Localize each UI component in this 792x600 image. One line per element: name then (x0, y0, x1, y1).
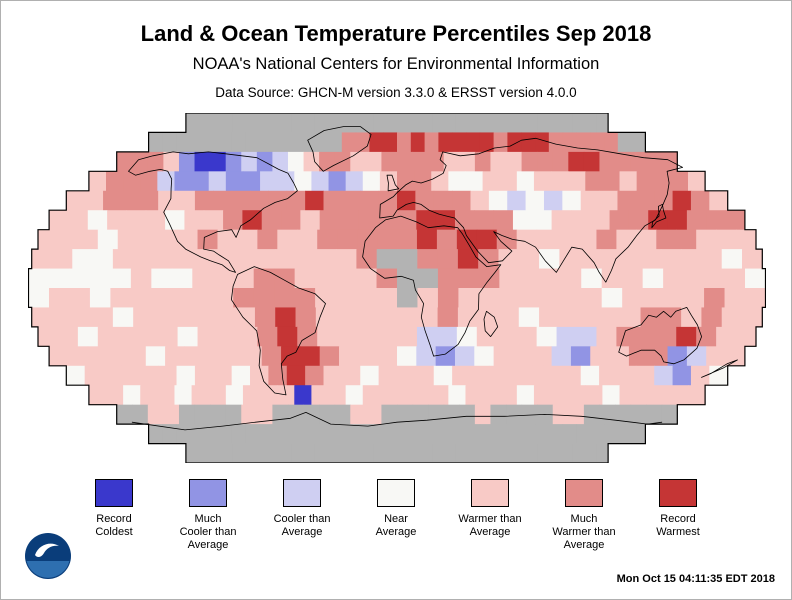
legend-swatch-much-cooler (189, 479, 227, 507)
legend-swatch-warmer (471, 479, 509, 507)
legend-label-much-cooler: Much Cooler than Average (179, 513, 237, 552)
page-title: Land & Ocean Temperature Percentiles Sep… (140, 21, 652, 46)
noaa-logo-bird-icon (35, 543, 59, 558)
legend-label-near-average: Near Average (375, 513, 417, 539)
legend-item-cooler: Cooler than Average (259, 479, 345, 553)
world-map (27, 112, 767, 464)
world-map-svg (27, 112, 767, 464)
legend-label-warmer: Warmer than Average (458, 513, 522, 539)
legend: Record Coldest Much Cooler than Average Coole… (1, 479, 791, 553)
legend-swatch-much-warmer (565, 479, 603, 507)
data-source-line: Data Source: GHCN-M version 3.3.0 & ERSS… (215, 85, 577, 100)
timestamp: Mon Oct 15 04:11:35 EDT 2018 (616, 573, 775, 585)
legend-item-near-average: Near Average (353, 479, 439, 553)
legend-swatch-record-coldest (95, 479, 133, 507)
legend-swatch-cooler (283, 479, 321, 507)
legend-label-record-coldest: Record Coldest (95, 513, 133, 539)
noaa-logo (25, 533, 71, 579)
legend-label-much-warmer: Much Warmer than Average (552, 513, 616, 552)
legend-swatch-near-average (377, 479, 415, 507)
percentile-grid (28, 113, 766, 464)
coastlines (128, 126, 738, 431)
legend-item-record-coldest: Record Coldest (71, 479, 157, 553)
noaa-logo-sea (26, 561, 70, 578)
legend-label-cooler: Cooler than Average (273, 513, 331, 539)
legend-label-record-warmest: Record Warmest (656, 513, 700, 539)
legend-item-record-warmest: Record Warmest (635, 479, 721, 553)
legend-item-warmer: Warmer than Average (447, 479, 533, 553)
page-subtitle: NOAA's National Centers for Environmenta… (192, 55, 600, 73)
legend-swatch-record-warmest (659, 479, 697, 507)
legend-item-much-cooler: Much Cooler than Average (165, 479, 251, 553)
legend-item-much-warmer: Much Warmer than Average (541, 479, 627, 553)
